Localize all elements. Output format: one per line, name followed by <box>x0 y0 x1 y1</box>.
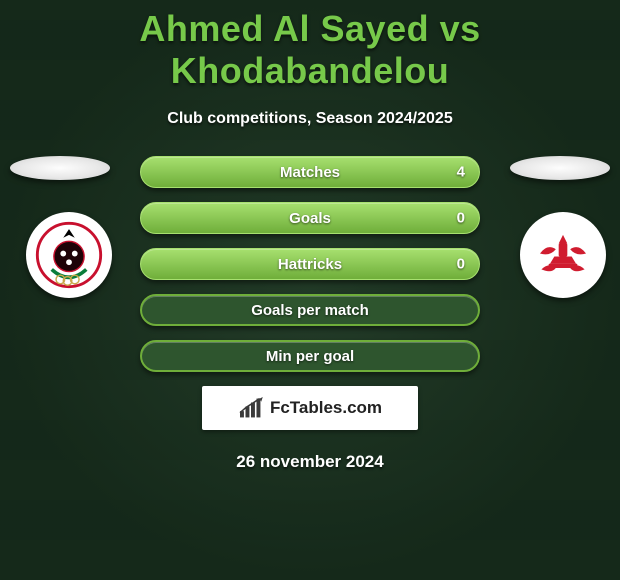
club-logo-right <box>520 212 606 298</box>
subtitle: Club competitions, Season 2024/2025 <box>0 110 620 128</box>
watermark-text: FcTables.com <box>270 398 382 418</box>
stat-row: Hattricks 0 <box>140 248 480 280</box>
watermark[interactable]: FcTables.com <box>202 386 418 430</box>
stat-row: Matches 4 <box>140 156 480 188</box>
stat-label: Matches <box>280 164 340 181</box>
page-title: Ahmed Al Sayed vs Khodabandelou <box>0 0 620 92</box>
title-vs: vs <box>440 8 481 49</box>
stat-label: Goals <box>289 210 331 227</box>
player-photo-left <box>10 156 110 180</box>
stat-row: Goals per match <box>140 294 480 326</box>
chart-icon <box>238 397 264 419</box>
stat-value-right: 0 <box>457 256 465 273</box>
club-logo-left-icon <box>33 219 105 291</box>
club-logo-left <box>26 212 112 298</box>
stat-label: Min per goal <box>266 348 354 365</box>
title-player-left: Ahmed Al Sayed <box>139 8 429 49</box>
stat-label: Hattricks <box>278 256 342 273</box>
stat-rows: Matches 4 Goals 0 Hattricks 0 Goals per match M… <box>140 156 480 372</box>
stat-value-right: 0 <box>457 210 465 227</box>
stat-label: Goals per match <box>251 302 369 319</box>
club-logo-right-icon <box>527 219 599 291</box>
stat-row: Min per goal <box>140 340 480 372</box>
comparison-stage: Matches 4 Goals 0 Hattricks 0 Goals per match M… <box>0 156 620 472</box>
stat-row: Goals 0 <box>140 202 480 234</box>
stat-value-right: 4 <box>457 164 465 181</box>
player-photo-right <box>510 156 610 180</box>
date-label: 26 november 2024 <box>0 452 620 472</box>
title-player-right: Khodabandelou <box>171 50 450 91</box>
